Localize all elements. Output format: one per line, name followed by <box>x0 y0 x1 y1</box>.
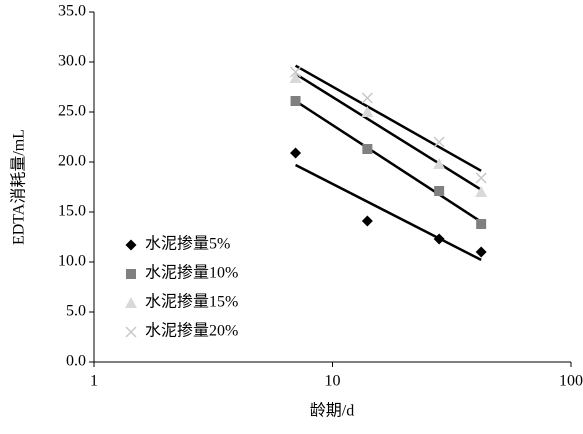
y-tick-label: 10.0 <box>58 253 86 270</box>
y-tick-label: 20.0 <box>58 153 86 170</box>
trendline <box>294 64 482 172</box>
marker <box>289 72 302 83</box>
y-tick-label: 35.0 <box>58 3 86 20</box>
marker <box>475 246 487 258</box>
trendline <box>294 99 482 223</box>
y-tick-label: 25.0 <box>58 103 86 120</box>
y-tick-label: 5.0 <box>66 303 86 320</box>
legend-label: 水泥掺量15% <box>145 293 238 311</box>
y-axis-label: EDTA消耗量/mL <box>10 129 28 245</box>
x-axis-label: 龄期/d <box>310 402 354 420</box>
y-tick-label: 15.0 <box>58 203 86 220</box>
legend-marker <box>125 239 137 251</box>
trendline <box>294 163 482 262</box>
marker <box>361 215 373 227</box>
marker <box>290 147 302 159</box>
trendline <box>294 72 482 191</box>
legend-label: 水泥掺量20% <box>145 322 238 340</box>
legend-label: 水泥掺量10% <box>145 264 238 282</box>
x-tick-label: 1 <box>90 373 98 390</box>
marker <box>361 106 374 117</box>
marker <box>434 186 445 196</box>
marker <box>475 186 488 197</box>
marker <box>475 172 487 184</box>
marker <box>290 66 302 78</box>
legend-label: 水泥掺量5% <box>145 235 230 253</box>
marker <box>290 96 301 106</box>
y-tick-label: 30.0 <box>58 53 86 70</box>
marker <box>433 158 446 169</box>
marker <box>433 136 445 148</box>
legend-marker <box>125 297 137 308</box>
marker <box>476 219 487 229</box>
legend-marker <box>126 269 136 279</box>
marker <box>433 233 445 245</box>
y-tick-label: 0.0 <box>66 353 86 370</box>
x-tick-label: 10 <box>325 373 341 390</box>
marker <box>362 144 373 154</box>
legend-marker <box>125 326 137 338</box>
marker <box>361 92 373 104</box>
x-tick-label: 100 <box>559 373 583 390</box>
